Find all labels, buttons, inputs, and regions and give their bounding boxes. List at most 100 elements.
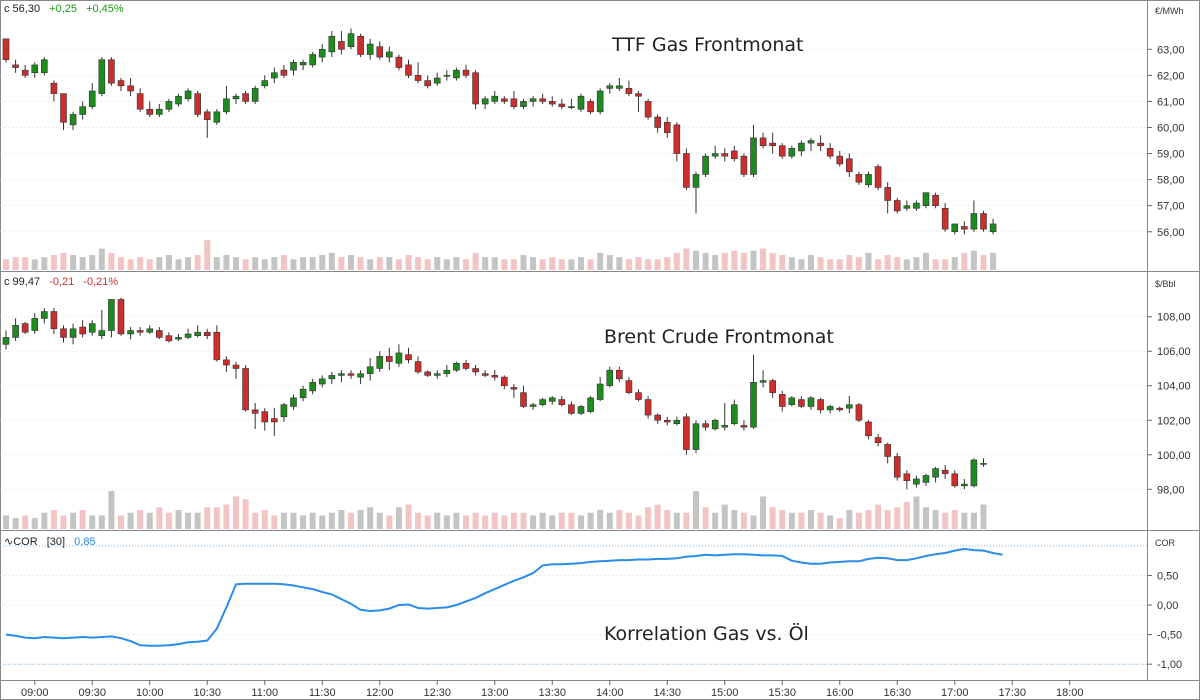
brent-candle-body[interactable] — [12, 325, 19, 338]
gas-candle-body[interactable] — [941, 207, 949, 230]
brent-candle-body[interactable] — [309, 381, 316, 392]
brent-candle-body[interactable] — [606, 369, 614, 387]
gas-candle-body[interactable] — [683, 153, 690, 188]
gas-candle-body[interactable] — [846, 158, 853, 173]
brent-candle-body[interactable] — [692, 423, 700, 450]
gas-candle-body[interactable] — [606, 85, 614, 89]
gas-candle-body[interactable] — [548, 101, 556, 105]
brent-candle-body[interactable] — [788, 397, 796, 406]
gas-candle-body[interactable] — [798, 142, 805, 152]
brent-candle-body[interactable] — [625, 380, 633, 393]
brent-candle-body[interactable] — [472, 368, 479, 373]
brent-candle-body[interactable] — [951, 473, 959, 487]
gas-candle-body[interactable] — [644, 101, 652, 118]
gas-candle-body[interactable] — [69, 114, 77, 126]
brent-candle-body[interactable] — [156, 330, 163, 338]
gas-candle-body[interactable] — [961, 226, 968, 230]
brent-candle-body[interactable] — [836, 407, 844, 411]
gas-candle-body[interactable] — [587, 101, 594, 113]
gas-y-axis[interactable]: 63,00 62,00 61,00 60,00 59,00 58,00 57,00 56,00 — [1147, 44, 1185, 239]
brent-candle-body[interactable] — [855, 404, 863, 421]
brent-candle-body[interactable] — [366, 366, 374, 374]
brent-candle-body[interactable] — [539, 399, 546, 406]
brent-candle-body[interactable] — [587, 397, 594, 412]
gas-candle-body[interactable] — [663, 121, 671, 133]
gas-candle-body[interactable] — [79, 106, 86, 115]
gas-candle-body[interactable] — [865, 174, 872, 186]
gas-candle-body[interactable] — [280, 69, 288, 76]
gas-candle-body[interactable] — [21, 69, 29, 76]
brent-candle-body[interactable] — [893, 456, 901, 478]
gas-candle-body[interactable] — [98, 59, 106, 94]
brent-candle-body[interactable] — [884, 444, 891, 457]
brent-candle-body[interactable] — [529, 404, 537, 407]
brent-candle-body[interactable] — [31, 318, 39, 331]
gas-candle-body[interactable] — [596, 90, 604, 113]
brent-candle-body[interactable] — [251, 409, 259, 414]
gas-candle-body[interactable] — [472, 72, 479, 105]
gas-candle-body[interactable] — [453, 69, 460, 79]
brent-candle-body[interactable] — [913, 478, 920, 485]
gas-candle-body[interactable] — [299, 62, 307, 66]
gas-candle-body[interactable] — [60, 93, 67, 123]
brent-candle-body[interactable] — [2, 337, 10, 345]
gas-candle-body[interactable] — [462, 69, 470, 76]
gas-candle-body[interactable] — [386, 51, 393, 58]
brent-candle-body[interactable] — [117, 299, 125, 335]
brent-candle-body[interactable] — [146, 328, 154, 333]
brent-candle-body[interactable] — [577, 406, 585, 414]
gas-candle-body[interactable] — [251, 88, 259, 102]
gas-candle-body[interactable] — [673, 124, 681, 154]
gas-candle-body[interactable] — [31, 64, 39, 74]
brent-candle-body[interactable] — [941, 470, 949, 475]
brent-candle-body[interactable] — [616, 369, 623, 380]
brent-candle-body[interactable] — [443, 369, 451, 374]
brent-candle-body[interactable] — [405, 354, 412, 361]
gas-candle-body[interactable] — [376, 46, 384, 58]
gas-candle-body[interactable] — [414, 75, 422, 81]
gas-candle-body[interactable] — [328, 35, 336, 53]
brent-candle-body[interactable] — [740, 425, 748, 428]
gas-candle-body[interactable] — [146, 108, 154, 115]
brent-candle-body[interactable] — [261, 411, 269, 423]
brent-candle-body[interactable] — [491, 375, 499, 378]
brent-candle-body[interactable] — [414, 361, 422, 373]
gas-candle-body[interactable] — [759, 137, 767, 147]
gas-candle-body[interactable] — [635, 93, 642, 97]
gas-candle-body[interactable] — [778, 145, 786, 157]
gas-candle-body[interactable] — [271, 72, 278, 79]
brent-candle-body[interactable] — [453, 363, 460, 371]
gas-candle-body[interactable] — [970, 213, 978, 230]
gas-candle-body[interactable] — [817, 142, 824, 147]
brent-candle-body[interactable] — [501, 376, 508, 387]
gas-candle-body[interactable] — [807, 140, 815, 144]
brent-candle-body[interactable] — [635, 392, 642, 400]
brent-candle-body[interactable] — [980, 463, 987, 465]
gas-candle-body[interactable] — [913, 202, 920, 209]
gas-candle-body[interactable] — [855, 174, 863, 183]
brent-candle-body[interactable] — [41, 311, 48, 319]
gas-candle-body[interactable] — [740, 155, 748, 175]
brent-candle-body[interactable] — [232, 364, 240, 369]
gas-candle-body[interactable] — [357, 35, 364, 55]
gas-candle-body[interactable] — [539, 98, 546, 102]
brent-candle-body[interactable] — [759, 380, 767, 383]
brent-candle-body[interactable] — [328, 375, 336, 380]
gas-candle-body[interactable] — [405, 64, 412, 76]
brent-candle-body[interactable] — [568, 404, 575, 414]
gas-candle-body[interactable] — [903, 205, 911, 209]
gas-candle-body[interactable] — [347, 33, 355, 47]
brent-candle-body[interactable] — [673, 419, 681, 425]
brent-candle-body[interactable] — [520, 392, 527, 407]
gas-candle-body[interactable] — [232, 95, 240, 100]
gas-candle-body[interactable] — [711, 153, 719, 157]
brent-candle-body[interactable] — [596, 383, 604, 400]
brent-candle-body[interactable] — [721, 425, 729, 428]
gas-candle-body[interactable] — [290, 62, 297, 71]
brent-candle-body[interactable] — [280, 404, 288, 418]
gas-candle-body[interactable] — [366, 43, 374, 55]
gas-candle-body[interactable] — [261, 80, 269, 87]
brent-candle-body[interactable] — [961, 483, 968, 487]
brent-candle-body[interactable] — [79, 326, 86, 335]
brent-candle-body[interactable] — [558, 399, 566, 406]
